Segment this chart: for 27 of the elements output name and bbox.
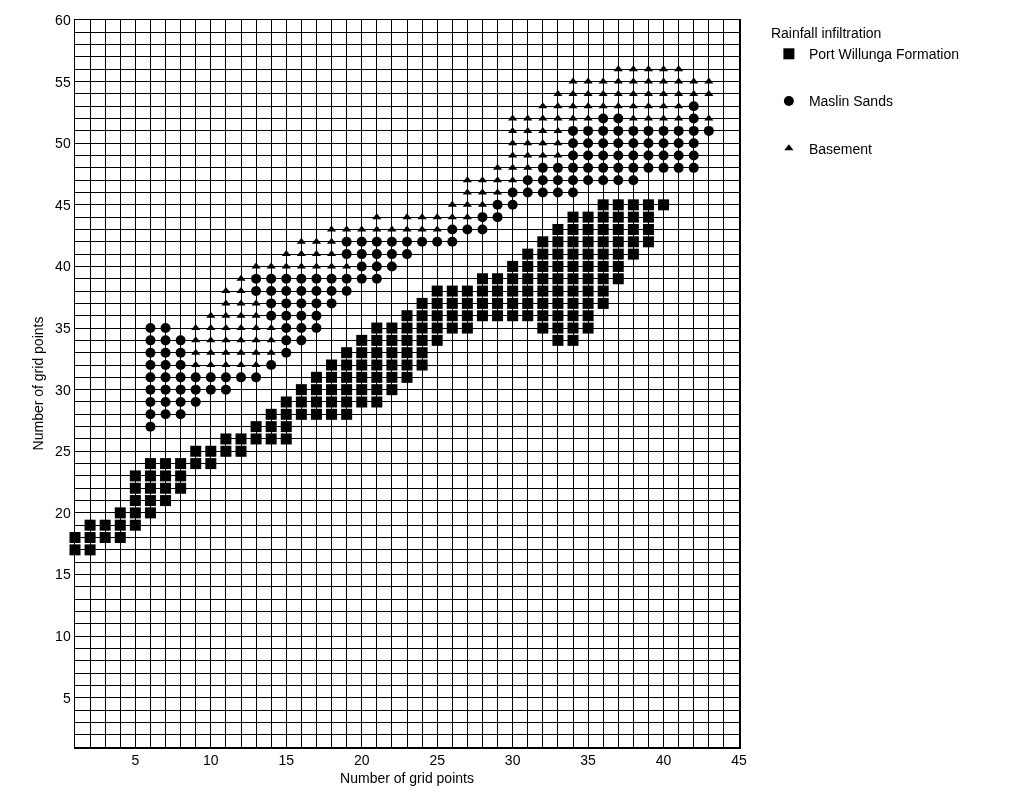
legend-label: Basement xyxy=(808,140,873,157)
legend-title: Rainfall infiltration xyxy=(770,25,882,42)
y-tick-label: 20 xyxy=(55,504,71,521)
x-tick-label: 15 xyxy=(278,752,295,769)
y-tick-label: 25 xyxy=(55,443,71,460)
x-tick-label: 25 xyxy=(429,752,446,769)
y-tick-label: 60 xyxy=(55,11,71,28)
y-tick-label: 5 xyxy=(62,689,71,706)
y-tick-label: 30 xyxy=(55,381,71,398)
x-axis-title: Number of grid points xyxy=(340,770,474,787)
y-tick-label: 40 xyxy=(55,258,71,275)
legend-label: Port Willunga Formation xyxy=(808,46,960,63)
y-tick-label: 15 xyxy=(55,566,71,583)
x-tick-label: 40 xyxy=(655,752,672,769)
y-tick-label: 10 xyxy=(55,628,71,644)
y-tick-label: 35 xyxy=(55,319,71,336)
x-tick-label: 20 xyxy=(353,752,370,769)
x-tick-label: 10 xyxy=(203,752,219,769)
x-tick-label: 35 xyxy=(580,752,597,769)
x-tick-label: 30 xyxy=(504,752,521,769)
x-tick-label: 45 xyxy=(731,752,747,769)
y-tick-label: 50 xyxy=(55,135,71,152)
legend-label: Maslin Sands xyxy=(808,93,893,110)
y-tick-label: 45 xyxy=(55,196,71,213)
y-axis-title: Number of grid points xyxy=(29,316,46,451)
x-tick-label: 5 xyxy=(131,752,140,769)
y-tick-label: 55 xyxy=(55,73,71,90)
